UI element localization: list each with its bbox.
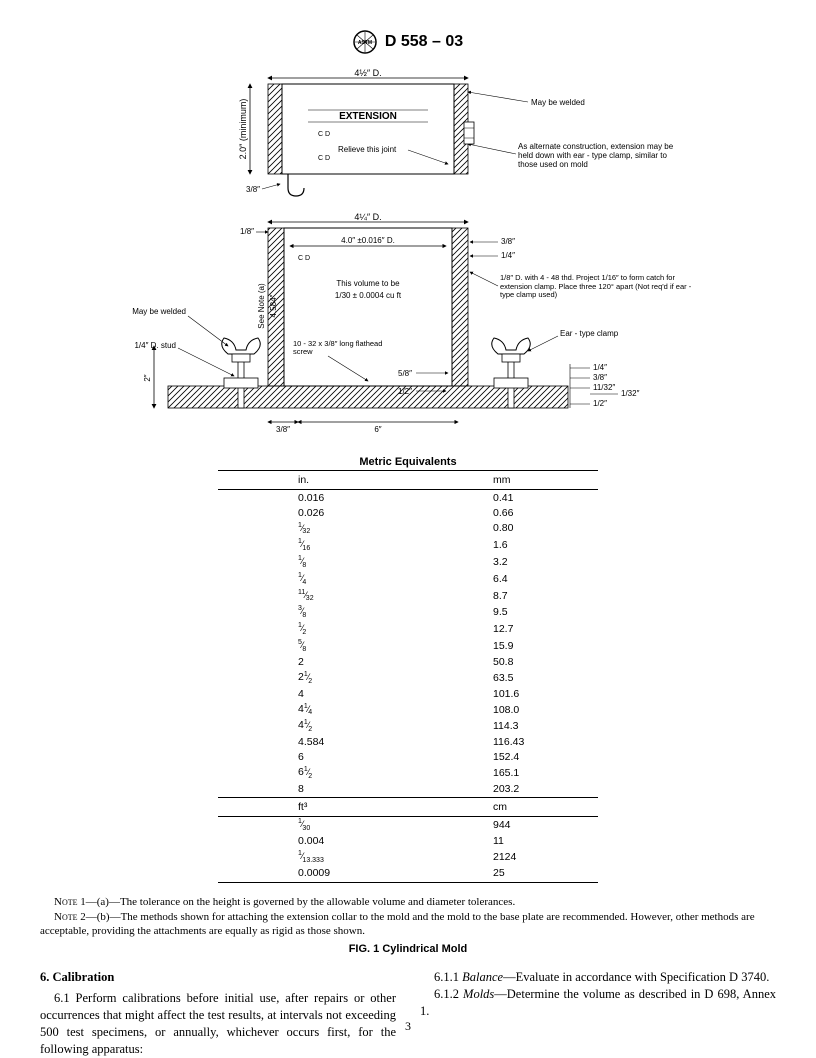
- th-inch: in.: [218, 471, 393, 490]
- mold-height: 4.584″: [269, 294, 278, 317]
- extension-title: EXTENSION: [339, 111, 397, 122]
- astm-logo-icon: ASTM: [353, 30, 377, 54]
- dim-ext-bottom: 3/8″: [246, 185, 260, 194]
- figure-notes: Note 1—(a)—The tolerance on the height i…: [40, 895, 776, 940]
- page-number: 3: [0, 1019, 816, 1034]
- dim-58: 5/8″: [398, 369, 412, 378]
- table-row: 41⁄4108.0: [218, 701, 598, 718]
- note-2: Note 2—(b)—The methods shown for attachi…: [40, 910, 776, 940]
- volume-note-1: This volume to be: [336, 279, 400, 288]
- ear-clamp: Ear - type clamp: [560, 329, 619, 338]
- table-row: 0.00411: [218, 833, 598, 848]
- table-row: 4.584116.43: [218, 735, 598, 750]
- table-row: 5⁄815.9: [218, 638, 598, 655]
- rs-38: 3/8″: [593, 373, 607, 382]
- rs-1132: 11/32″: [593, 383, 615, 392]
- table-row: 0.0160.41: [218, 490, 598, 506]
- dim-mold-18: 1/8″: [240, 227, 254, 236]
- table-row: 1⁄46.4: [218, 570, 598, 587]
- r-38: 3/8″: [501, 237, 515, 246]
- cd-3: C D: [298, 255, 310, 262]
- may-be-welded-l: May be welded: [132, 307, 186, 316]
- table-row: 21⁄263.5: [218, 669, 598, 686]
- figure-caption: FIG. 1 Cylindrical Mold: [40, 943, 776, 955]
- table-row: 1⁄30944: [218, 816, 598, 833]
- table-row: 3⁄89.5: [218, 604, 598, 621]
- metric-equiv-table: in. mm 0.0160.410.0260.661⁄320.801⁄161.6…: [218, 470, 598, 883]
- alt-construction-note: As alternate construction, extension may…: [518, 142, 678, 170]
- table-row: 0.0260.66: [218, 505, 598, 520]
- cd-1: C D: [318, 131, 330, 138]
- dim-12: 1/2″: [398, 387, 412, 396]
- rs-14: 1/4″: [593, 363, 607, 372]
- th-ft3: ft³: [218, 797, 393, 816]
- rs-132: 1/32″: [621, 389, 640, 398]
- table-row: 1⁄320.80: [218, 520, 598, 537]
- metric-table-title: Metric Equivalents: [40, 456, 776, 468]
- table-row: 4101.6: [218, 686, 598, 701]
- para-6-1-1: 6.1.1 Balance—Evaluate in accordance wit…: [420, 969, 776, 986]
- see-note-a: See Note (a): [257, 283, 266, 329]
- table-row: 11⁄328.7: [218, 587, 598, 604]
- dim-mold-top: 4¼″ D.: [354, 212, 381, 222]
- table-row: 41⁄2114.3: [218, 718, 598, 735]
- table-row: 61⁄2165.1: [218, 765, 598, 782]
- table-row: 250.8: [218, 654, 598, 669]
- base-off: 3/8″: [276, 425, 290, 434]
- cd-2: C D: [318, 155, 330, 162]
- base-width: 6″: [374, 425, 381, 434]
- may-be-welded-r: May be welded: [531, 98, 585, 107]
- document-id: D 558 – 03: [385, 33, 463, 51]
- r-14: 1/4″: [501, 251, 515, 260]
- rs-12: 1/2″: [593, 399, 607, 408]
- note-1: Note 1—(a)—The tolerance on the height i…: [40, 895, 776, 910]
- left-height-2in: 2″: [143, 374, 152, 381]
- svg-text:ASTM: ASTM: [358, 40, 372, 46]
- diagram-figure: 4½″ D. EXTENSION C D C D Relieve this jo…: [40, 66, 776, 446]
- stud-note: 1/8″ D. with 4 - 48 thd. Project 1/16″ t…: [500, 274, 700, 300]
- th-cm: cm: [393, 797, 598, 816]
- stud-label: 1/4″ D. stud: [134, 341, 176, 350]
- inner-dia: 4.0″ ±0.016″ D.: [341, 236, 395, 245]
- dim-ext-top: 4½″ D.: [354, 68, 381, 78]
- table-row: 1⁄212.7: [218, 621, 598, 638]
- table-row: 6152.4: [218, 750, 598, 765]
- page-header: ASTM D 558 – 03: [40, 30, 776, 54]
- body-columns: 6. Calibration 6.1 Perform calibrations …: [40, 969, 776, 1057]
- para-6-1-2: 6.1.2 Molds—Determine the volume as desc…: [420, 986, 776, 1020]
- relieve-joint: Relieve this joint: [338, 145, 397, 154]
- table-row: 1⁄83.2: [218, 554, 598, 571]
- volume-note-2: 1/30 ± 0.0004 cu ft: [335, 291, 402, 300]
- table-row: 0.000925: [218, 865, 598, 882]
- section-6-head: 6. Calibration: [40, 969, 396, 986]
- dim-ext-height: 2.0″ (minimum): [238, 99, 248, 160]
- table-row: 8203.2: [218, 782, 598, 798]
- screw-note: 10 - 32 x 3/8″ long flathead screw: [293, 340, 383, 357]
- table-row: 1⁄13.3332124: [218, 848, 598, 865]
- th-mm: mm: [393, 471, 598, 490]
- table-row: 1⁄161.6: [218, 537, 598, 554]
